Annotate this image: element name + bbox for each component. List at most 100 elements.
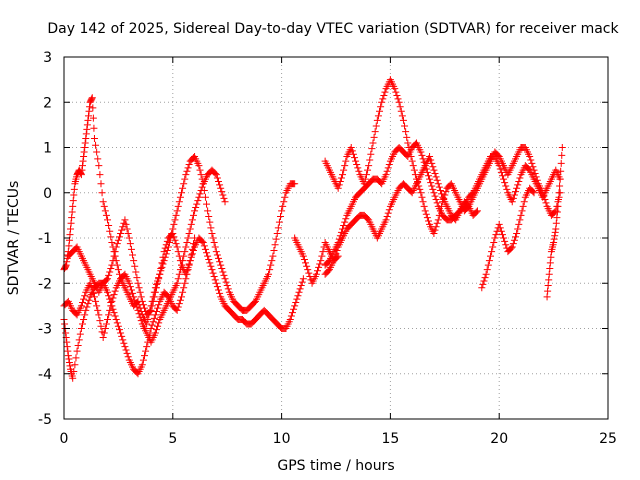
data-point	[68, 214, 76, 222]
data-point	[408, 157, 416, 165]
data-point	[553, 208, 561, 216]
data-point	[174, 248, 182, 256]
data-point	[399, 116, 407, 124]
data-point	[106, 227, 114, 235]
data-point	[176, 257, 184, 265]
data-point	[552, 207, 560, 215]
data-point	[94, 155, 102, 163]
data-point	[442, 188, 450, 196]
data-point	[318, 252, 326, 260]
data-point	[174, 275, 182, 283]
data-point	[269, 252, 277, 260]
data-point	[183, 239, 191, 247]
chart-title: Day 142 of 2025, Sidereal Day-to-day VTE…	[47, 21, 619, 37]
data-point	[268, 257, 276, 265]
data-point	[196, 190, 204, 198]
data-point	[366, 156, 374, 164]
data-point	[496, 165, 504, 173]
data-point	[185, 160, 193, 168]
data-point	[203, 200, 211, 208]
data-point	[129, 289, 137, 297]
data-point	[102, 276, 110, 284]
data-point	[377, 103, 385, 111]
data-point	[546, 259, 554, 267]
data-point	[482, 270, 490, 278]
data-point	[95, 311, 103, 319]
data-point	[429, 185, 437, 193]
data-point	[207, 224, 215, 232]
data-point	[90, 124, 98, 132]
data-point	[187, 251, 195, 259]
data-point	[114, 266, 122, 274]
data-point	[75, 336, 83, 344]
data-point	[130, 293, 138, 301]
data-point	[272, 235, 280, 243]
data-point	[367, 150, 375, 158]
data-point	[135, 310, 143, 318]
x-tick-label: 10	[273, 431, 291, 447]
data-point	[150, 293, 158, 301]
data-point	[82, 134, 90, 142]
data-point	[392, 88, 400, 96]
data-point	[543, 293, 551, 301]
data-point	[556, 175, 564, 183]
data-point	[77, 325, 85, 332]
data-point	[186, 257, 194, 265]
data-point	[212, 279, 220, 287]
data-point	[266, 266, 274, 274]
grid	[64, 57, 608, 419]
data-point	[90, 293, 98, 301]
data-point	[391, 85, 399, 93]
data-point	[424, 217, 432, 225]
data-point	[402, 128, 410, 136]
data-point	[155, 301, 163, 309]
data-point	[87, 283, 95, 291]
data-point	[149, 297, 157, 305]
data-point	[188, 245, 196, 253]
data-point	[147, 306, 155, 314]
data-point	[218, 188, 226, 196]
data-point	[74, 341, 82, 349]
data-point	[484, 261, 492, 269]
data-point	[508, 243, 516, 251]
series-7	[478, 184, 538, 292]
data-point	[222, 278, 230, 286]
data-point	[211, 243, 219, 251]
data-points	[60, 76, 566, 382]
data-point	[221, 198, 229, 206]
data-point	[302, 259, 310, 267]
data-point	[552, 225, 560, 233]
data-point	[507, 244, 515, 252]
data-point	[137, 317, 145, 325]
data-point	[114, 236, 122, 244]
data-point	[185, 229, 193, 237]
data-point	[498, 172, 506, 180]
data-point	[265, 270, 273, 278]
data-point	[300, 255, 308, 263]
data-point	[122, 346, 130, 354]
data-point	[139, 301, 147, 309]
data-point	[110, 291, 118, 299]
data-point	[502, 182, 510, 190]
data-point	[157, 265, 165, 273]
data-point	[530, 189, 538, 197]
data-point	[156, 270, 164, 278]
data-point	[171, 236, 179, 244]
data-point	[154, 279, 162, 287]
data-point	[299, 252, 307, 260]
data-point	[131, 296, 139, 304]
data-point	[373, 116, 381, 124]
data-point	[194, 197, 202, 205]
data-point	[146, 308, 154, 316]
data-point	[431, 192, 439, 200]
data-point	[120, 339, 128, 347]
data-point	[348, 147, 356, 155]
data-point	[134, 279, 142, 287]
data-point	[210, 272, 218, 280]
data-point	[286, 315, 294, 323]
data-point	[396, 103, 404, 111]
data-point	[107, 233, 115, 241]
data-point	[558, 151, 566, 159]
data-point	[340, 222, 348, 230]
data-point	[118, 332, 126, 340]
